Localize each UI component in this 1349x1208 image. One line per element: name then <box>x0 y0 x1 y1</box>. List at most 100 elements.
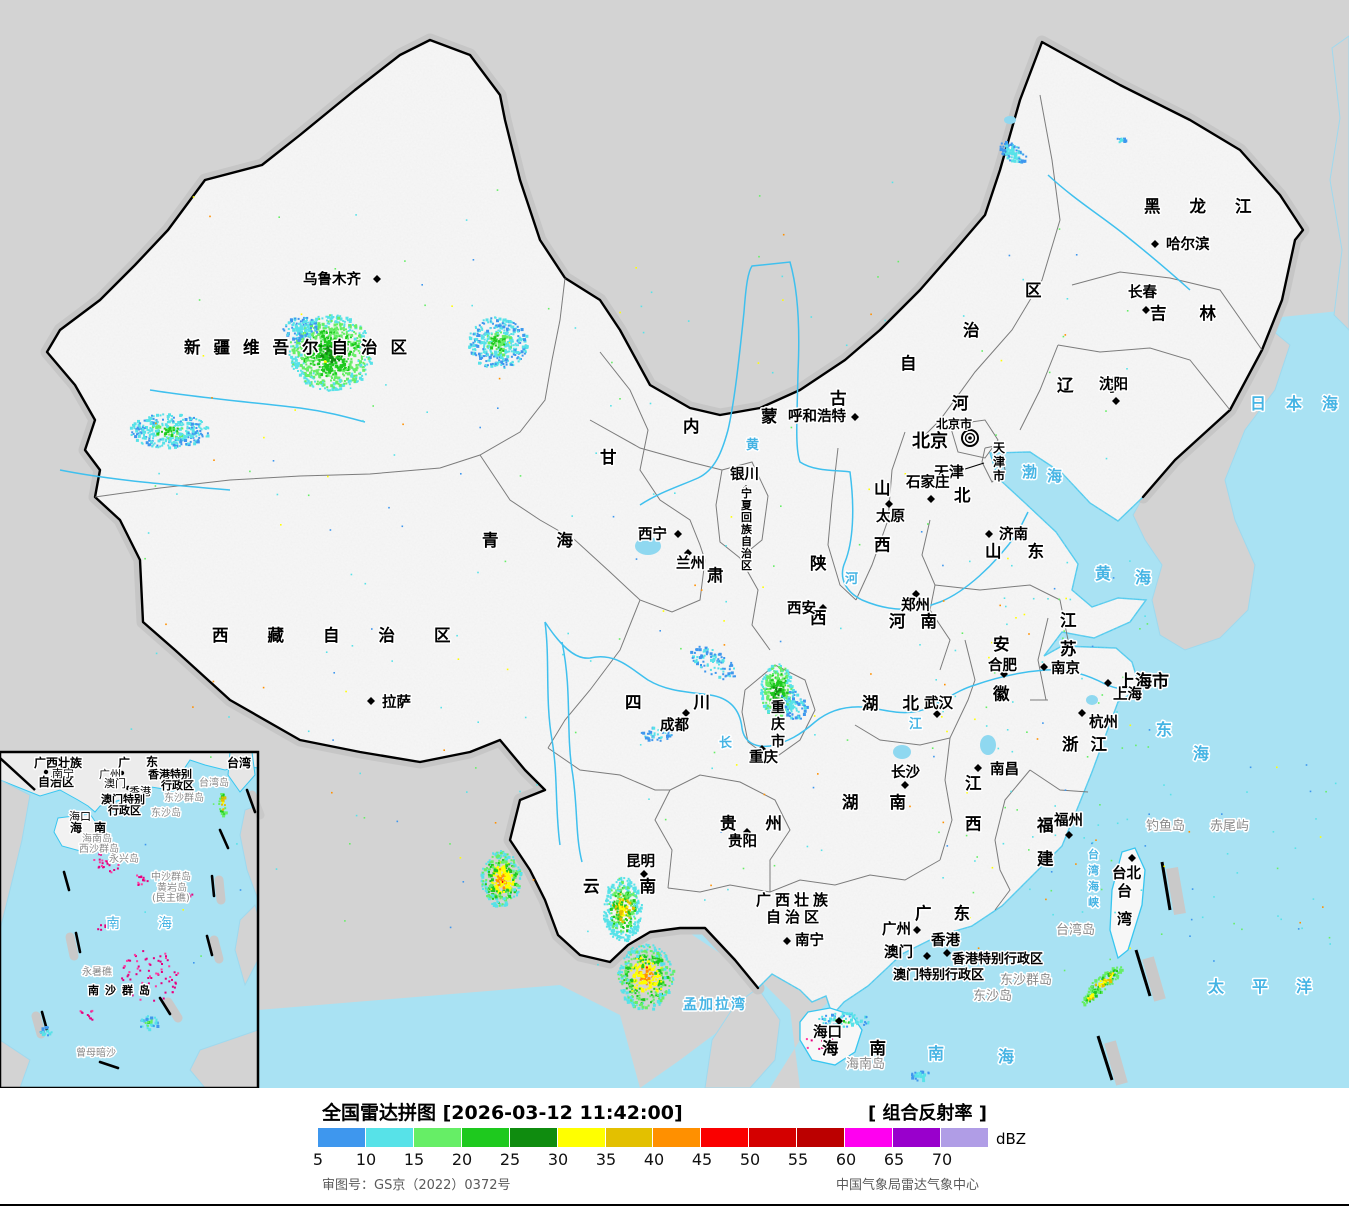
radar-echo <box>999 141 1028 164</box>
inset-label: 台湾岛 <box>199 776 229 789</box>
legend-product-name: [ 组合反射率 ] <box>868 1103 987 1124</box>
colorbar-swatch-20 <box>461 1128 509 1147</box>
province-label: 内 <box>683 416 700 436</box>
province-label: 北 <box>954 486 971 505</box>
province-label: 区 <box>1025 281 1042 300</box>
tick-65: 65 <box>883 1150 905 1169</box>
city-label: 沈阳 <box>1099 375 1128 393</box>
province-label: 山西 <box>874 479 891 555</box>
radar-echo <box>617 943 676 1011</box>
speckle-noise <box>130 181 1131 972</box>
tick-70: 70 <box>931 1150 953 1169</box>
province-label: 青海 <box>482 530 631 550</box>
province-label: 新疆维吾尔自治区 <box>184 337 420 357</box>
province-label: 重庆市 <box>771 699 785 750</box>
province-label: 湖南 <box>842 792 937 812</box>
colorbar-swatch-45 <box>701 1128 749 1147</box>
city-marker <box>1040 663 1048 671</box>
radar-echo <box>288 314 373 392</box>
sea-label: 黄 <box>1095 564 1111 583</box>
sea-label: 黄 <box>746 437 759 453</box>
inset-label: 行政区 <box>160 778 194 792</box>
legend-title: 全国雷达拼图 [2026-03-12 11:42:00] <box>322 1102 683 1124</box>
sea-label: 长 <box>719 735 733 751</box>
radar-echo <box>602 876 643 943</box>
island-label: 海南岛 <box>846 1056 885 1072</box>
inset-city-marker <box>133 786 139 792</box>
tick-25: 25 <box>499 1150 521 1169</box>
city-label: 乌鲁木齐 <box>303 270 361 288</box>
province-label: 蒙 <box>761 406 778 426</box>
province-label: 海南 <box>822 1038 917 1058</box>
city-marker <box>1112 397 1120 405</box>
inset-label: 永兴岛 <box>109 852 139 865</box>
inset-label: 广 <box>118 755 130 770</box>
city-label: 杭州 <box>1089 713 1118 731</box>
city-marker-layer <box>43 240 1159 1025</box>
city-marker <box>1142 306 1150 314</box>
city-marker <box>373 275 381 283</box>
city-label: 澳门 <box>884 943 913 961</box>
colorbar-swatch-15 <box>413 1128 461 1147</box>
city-marker <box>819 604 827 612</box>
island-label: 东沙岛 <box>973 988 1012 1004</box>
colorbar-swatch-65 <box>893 1128 940 1147</box>
sea-label: 河 <box>845 571 858 587</box>
inset-label: 澳门特别 <box>101 792 145 806</box>
province-label: 甘 <box>600 448 617 467</box>
inset-borneo <box>189 1029 259 1088</box>
radar-echo-layer <box>39 137 1337 1083</box>
city-label: 上海 <box>1113 685 1142 703</box>
province-label: 黑龙江 <box>1144 196 1281 216</box>
province-label: 吉林 <box>1150 303 1249 323</box>
radar-echo <box>760 663 795 718</box>
province-label: 宁夏回族自治区 <box>741 486 753 572</box>
city-label: 广州 <box>882 920 911 938</box>
city-label: 长沙 <box>891 763 920 781</box>
city-label: 南京 <box>1051 659 1080 677</box>
island-label: 东沙群岛 <box>1000 972 1052 988</box>
sea-label: 南 <box>928 1044 944 1063</box>
province-label: 广东 <box>915 903 992 923</box>
city-marker <box>912 590 920 598</box>
inset-label: 行政区 <box>107 803 141 817</box>
province-label: 安徽 <box>992 634 1010 704</box>
tick-45: 45 <box>691 1150 713 1169</box>
province-label: 香港特别行政区 <box>951 951 1043 967</box>
radar-echo <box>1081 989 1102 1007</box>
island-label: 赤尾屿 <box>1210 819 1249 834</box>
radar-echo <box>690 645 736 681</box>
city-marker <box>901 781 909 789</box>
inset-city-marker <box>75 810 81 816</box>
japan-coast-sliver <box>1329 35 1349 331</box>
inset-hainan <box>53 813 102 853</box>
radar-echo <box>39 1026 53 1037</box>
inset-city-marker <box>119 770 125 776</box>
province-label: 自 <box>900 353 917 373</box>
reef-cluster <box>187 892 194 898</box>
inset-label: 台湾 <box>227 755 251 770</box>
city-label: 哈尔滨 <box>1166 235 1210 253</box>
province-label: 河南 <box>889 611 952 631</box>
city-marker <box>1151 240 1159 248</box>
province-label: 四川 <box>625 693 762 712</box>
inset-label: 香港 <box>129 785 151 798</box>
colorbar-swatch-25 <box>509 1128 557 1147</box>
inset-vietnam <box>0 779 31 931</box>
inset-label: 黄岩岛 <box>157 881 187 894</box>
inset-label: 南沙群岛 <box>88 983 156 997</box>
city-label: 海口 <box>813 1023 842 1041</box>
province-label: 台湾 <box>1117 882 1132 928</box>
inset-label: (民主礁) <box>152 891 190 904</box>
city-marker <box>943 949 951 957</box>
reef-cluster <box>97 924 107 931</box>
inset-label: 中沙群岛 <box>151 870 191 883</box>
colorbar-swatch-60 <box>845 1128 893 1147</box>
indochina-wedge <box>704 987 781 1088</box>
tick-40: 40 <box>643 1150 665 1169</box>
tick-20: 20 <box>451 1150 473 1169</box>
colorbar-swatch-50 <box>749 1128 797 1147</box>
city-marker <box>684 549 692 557</box>
inset-label: 广西壮族 <box>34 755 83 770</box>
city-label: 兰州 <box>676 554 705 572</box>
